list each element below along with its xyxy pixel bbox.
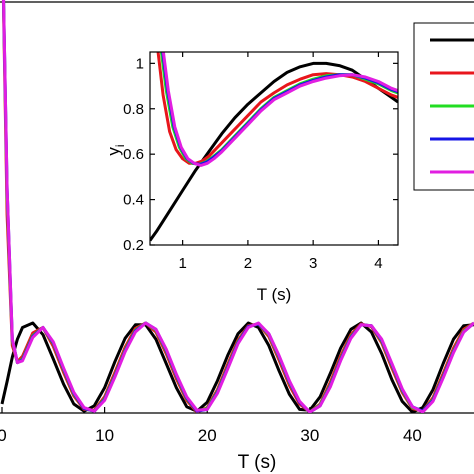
inset-series-lines [150,52,398,242]
main-series-lines [0,0,474,413]
main-series-1-line [0,321,474,413]
inset-y-axis-label-sub: i [113,144,127,147]
inset-y-tick-label: 0.4 [123,192,144,209]
legend-entries [430,38,474,174]
main-x-tick-label: 10 [95,426,114,445]
inset-series-5-line [161,52,398,167]
inset-y-tick-label: 0.6 [123,146,144,163]
main-x-tick-label: 30 [300,426,319,445]
inset-background [150,52,398,245]
inset-x-tick-label: 1 [178,255,186,272]
inset-y-axis-label: yi [104,144,127,155]
inset-x-axis-label: T (s) [257,285,292,304]
inset-y-axis-label-base: y [104,147,123,156]
inset-series-2-line [156,52,398,165]
main-x-ticks: 0 10 20 30 40 [0,407,422,445]
inset-frame [149,51,399,246]
main-x-tick-label: 0 [0,426,7,445]
main-x-axis-label: T (s) [238,452,277,473]
legend [413,22,474,191]
main-series-5-line [2,0,474,413]
inset-ticks: 1 2 3 4 0.2 0.4 0.6 0.8 1 [123,52,398,272]
inset-y-tick-label: 0.8 [123,101,144,118]
inset-x-tick-label: 3 [309,255,317,272]
inset-y-tick-label: 0.2 [123,237,144,254]
inset-x-tick-label: 4 [374,255,382,272]
main-x-tick-label: 20 [198,426,217,445]
inset-x-tick-label: 2 [244,255,252,272]
inset-y-tick-label: 1 [136,55,144,72]
main-x-tick-label: 40 [403,426,422,445]
inset-plot: 1 2 3 4 0.2 0.4 0.6 0.8 1 T (s) yi [104,51,399,304]
